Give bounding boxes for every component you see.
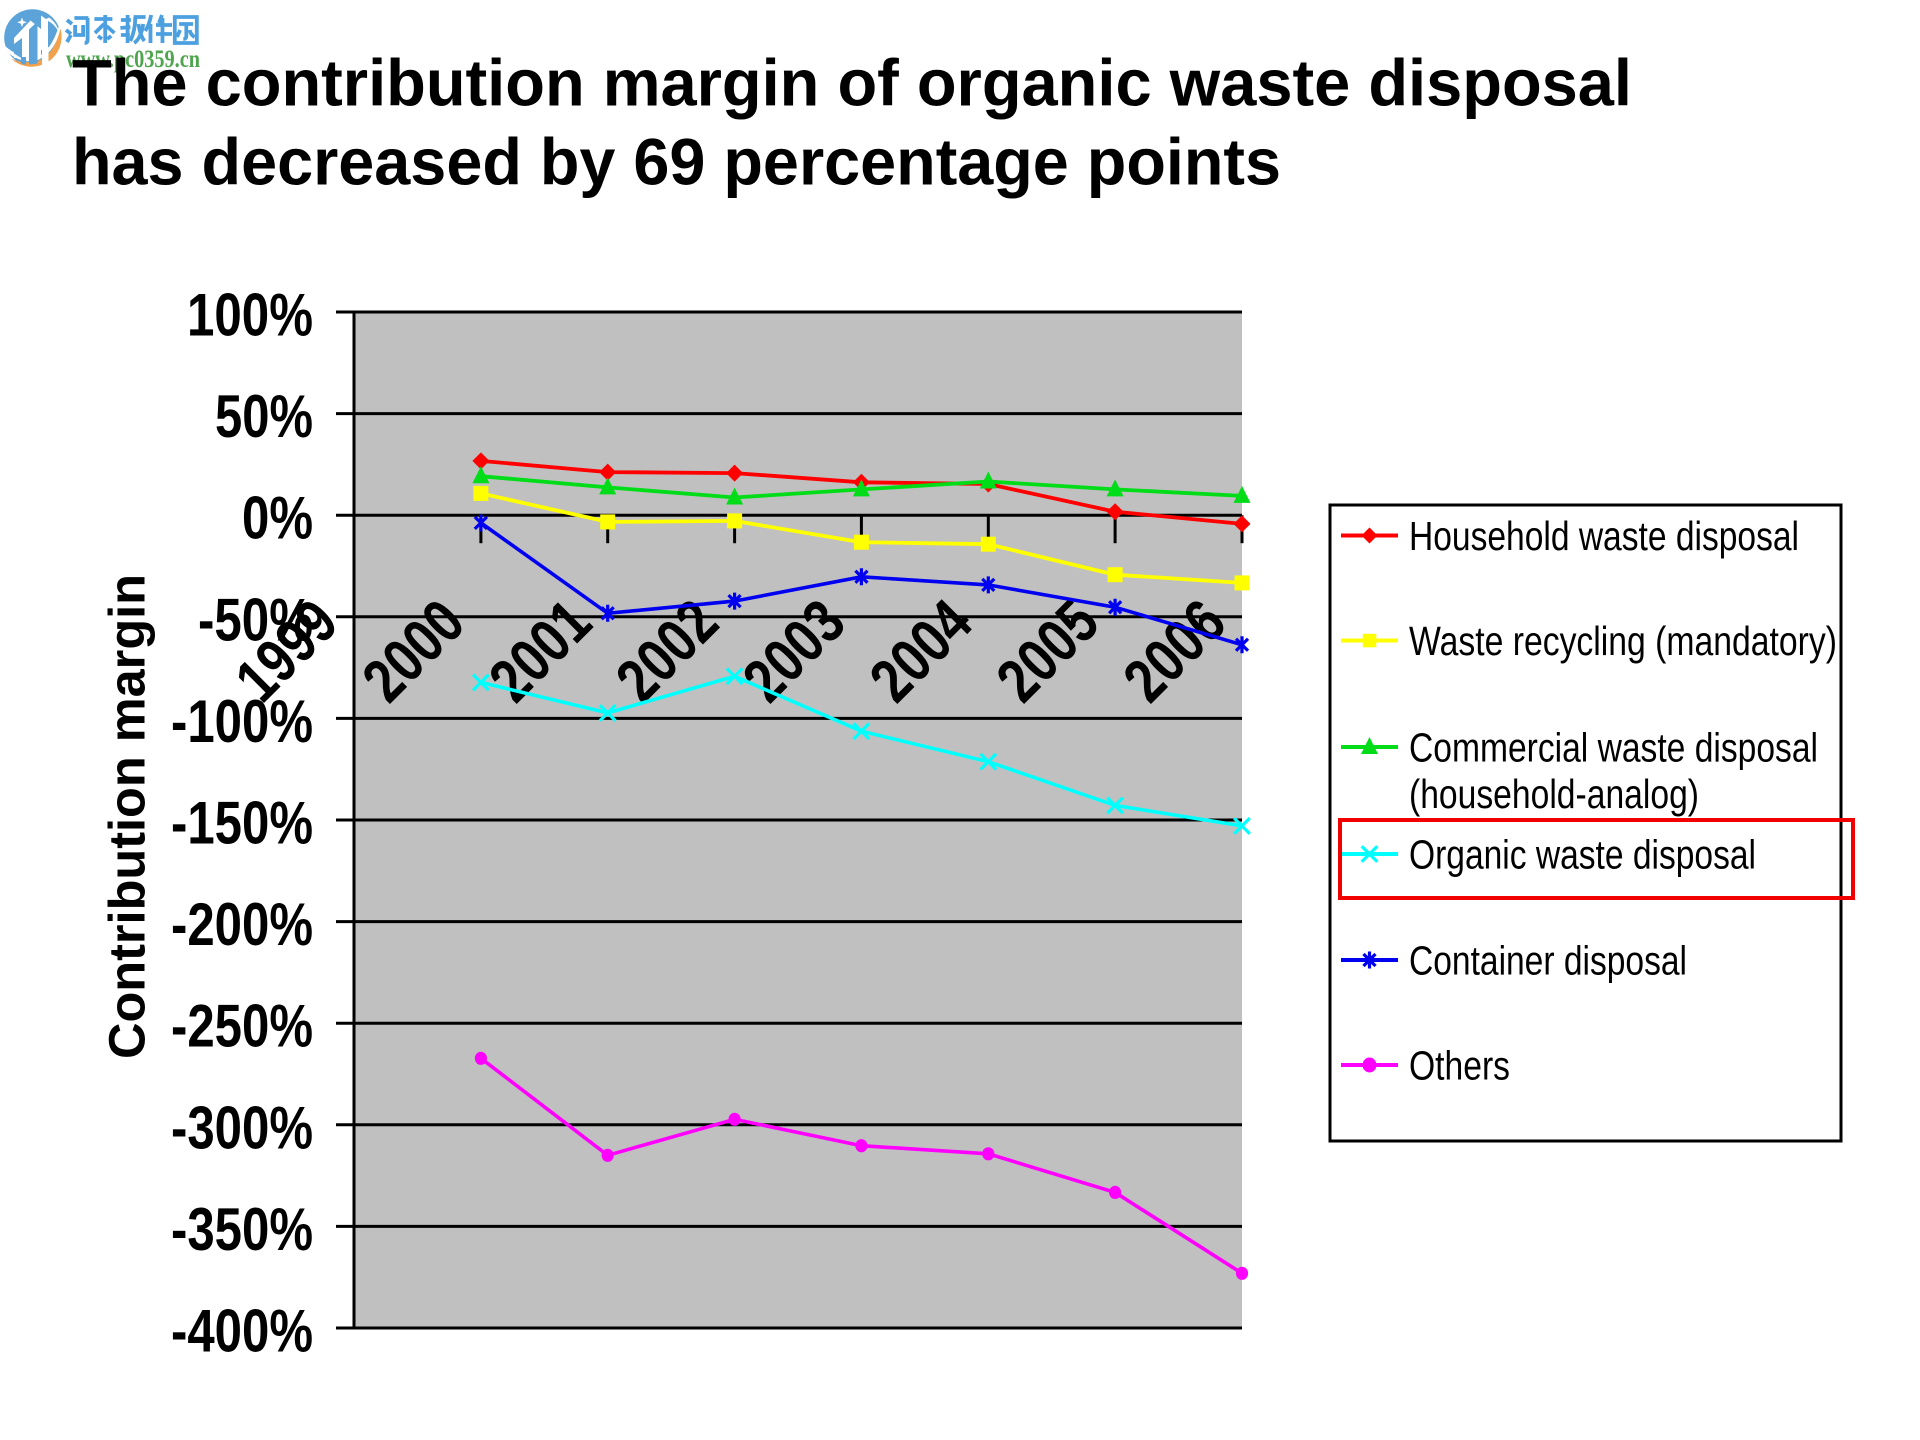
svg-text:-350%: -350% — [171, 1196, 313, 1263]
svg-text:-400%: -400% — [171, 1298, 313, 1365]
svg-text:-50%: -50% — [198, 586, 313, 653]
svg-text:The contribution margin of org: The contribution margin of organic waste… — [72, 46, 1632, 120]
svg-text:Waste recycling (mandatory): Waste recycling (mandatory) — [1409, 618, 1837, 664]
svg-text:Commercial waste disposal: Commercial waste disposal — [1409, 725, 1818, 771]
svg-text:(household-analog): (household-analog) — [1409, 771, 1699, 817]
svg-text:-300%: -300% — [171, 1094, 313, 1161]
svg-text:Household waste disposal: Household waste disposal — [1409, 513, 1799, 559]
svg-text:-200%: -200% — [171, 891, 313, 958]
svg-text:-100%: -100% — [171, 688, 313, 755]
svg-text:www.pc0359.cn: www.pc0359.cn — [66, 46, 200, 73]
svg-text:Contribution margin: Contribution margin — [99, 574, 156, 1059]
svg-text:-150%: -150% — [171, 790, 313, 857]
svg-text:Others: Others — [1409, 1043, 1510, 1089]
svg-text:Container disposal: Container disposal — [1409, 938, 1687, 984]
svg-text:Organic waste disposal: Organic waste disposal — [1409, 832, 1756, 878]
svg-text:100%: 100% — [187, 282, 313, 349]
svg-text:has decreased by 69 percentage: has decreased by 69 percentage points — [72, 125, 1281, 199]
svg-text:-250%: -250% — [171, 993, 313, 1060]
svg-text:50%: 50% — [215, 383, 313, 450]
svg-text:0%: 0% — [242, 485, 313, 552]
